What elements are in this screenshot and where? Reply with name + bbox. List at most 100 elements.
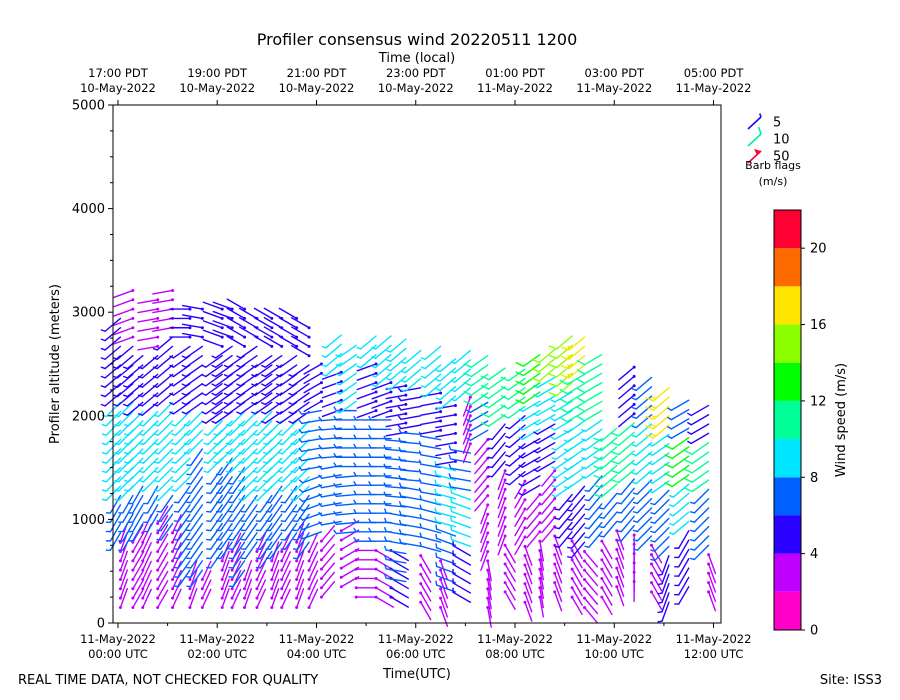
wind-barb xyxy=(137,316,160,323)
barb-half-flag xyxy=(171,461,177,464)
barb-half-flag xyxy=(137,413,144,416)
barb-base-dot xyxy=(295,577,299,581)
wind-barb xyxy=(243,569,253,591)
wind-barb xyxy=(593,436,618,452)
barb-staff xyxy=(371,409,392,419)
barb-staff xyxy=(291,317,310,329)
wind-barb xyxy=(419,600,432,621)
wind-barb xyxy=(526,511,542,530)
barb-staff xyxy=(301,419,323,425)
wind-barb xyxy=(420,400,443,407)
wind-barb xyxy=(186,513,204,532)
barb-staff xyxy=(205,401,223,415)
barb-half-flag xyxy=(153,498,160,502)
wind-barb xyxy=(533,414,556,426)
barb-base-dot xyxy=(419,572,423,576)
barb-staff xyxy=(514,517,526,537)
wind-barb xyxy=(615,566,625,588)
barb-base-dot xyxy=(280,344,284,348)
wind-barb xyxy=(550,419,573,431)
barb-base-dot xyxy=(538,595,542,599)
wind-barb xyxy=(650,590,663,610)
barb-staff xyxy=(119,578,128,599)
wind-barb xyxy=(253,420,273,436)
barb-staff xyxy=(152,299,174,304)
wind-barb xyxy=(383,500,407,508)
barb-staff xyxy=(672,492,690,508)
barb-half-flag xyxy=(183,424,189,427)
barb-base-dot xyxy=(131,316,135,320)
wind-barb xyxy=(599,520,618,538)
barb-staff xyxy=(339,381,357,395)
barb-staff xyxy=(635,395,653,410)
wind-barb xyxy=(153,410,174,427)
barb-staff xyxy=(320,562,336,580)
barb-staff xyxy=(320,511,343,517)
wind-barb xyxy=(434,479,457,491)
barb-half-flag xyxy=(211,383,217,387)
wind-barb xyxy=(420,410,443,416)
barb-staff xyxy=(584,419,603,433)
barb-half-flag xyxy=(631,397,637,401)
barb-staff xyxy=(654,526,670,543)
barb-half-flag xyxy=(298,466,303,471)
barb-half-flag xyxy=(657,611,663,614)
barb-staff xyxy=(707,591,717,612)
wind-barb xyxy=(124,457,144,474)
barb-base-dot xyxy=(171,577,175,581)
barb-half-flag xyxy=(383,444,387,450)
barb-full-flag xyxy=(610,451,620,456)
barb-staff xyxy=(335,475,357,479)
barb-half-flag xyxy=(689,548,696,551)
barb-staff xyxy=(661,554,670,576)
barb-staff xyxy=(116,364,134,379)
barb-staff xyxy=(242,448,258,464)
barb-half-flag xyxy=(448,454,452,460)
barb-half-flag xyxy=(616,511,622,514)
wind-barb xyxy=(435,450,457,457)
colorbar-bin xyxy=(774,210,801,249)
wind-barb xyxy=(333,425,357,430)
barb-staff xyxy=(538,367,556,382)
barb-base-dot xyxy=(486,484,490,488)
wind-barb xyxy=(292,541,310,560)
barb-base-dot xyxy=(200,307,204,311)
barb-base-dot xyxy=(243,326,247,330)
barb-staff xyxy=(210,532,223,550)
barb-half-flag xyxy=(554,517,560,520)
barb-half-flag xyxy=(687,431,692,435)
barb-half-flag xyxy=(223,392,229,396)
wind-barb xyxy=(202,338,224,348)
barb-half-flag xyxy=(667,407,673,411)
barb-staff xyxy=(119,559,128,581)
barb-half-flag xyxy=(171,424,177,427)
barb-half-flag xyxy=(183,452,189,455)
barb-staff xyxy=(538,358,556,373)
barb-staff xyxy=(487,588,492,610)
wind-barb xyxy=(420,364,442,379)
barb-staff xyxy=(508,461,526,476)
wind-barb xyxy=(212,310,234,320)
barb-base-dot xyxy=(354,567,358,571)
barb-staff xyxy=(263,335,283,348)
barb-base-dot xyxy=(307,605,311,609)
barb-staff xyxy=(242,485,258,502)
barb-full-flag xyxy=(560,346,570,351)
wind-barb xyxy=(238,429,258,446)
barb-half-flag xyxy=(384,564,387,570)
barb-base-dot xyxy=(503,562,507,566)
wind-barb xyxy=(500,377,526,391)
barb-base-dot xyxy=(243,605,247,609)
barb-half-flag xyxy=(153,480,160,483)
barb-staff xyxy=(539,577,545,599)
wind-barb xyxy=(181,382,204,396)
barb-staff xyxy=(371,391,392,400)
barb-staff xyxy=(450,538,472,548)
wind-barb xyxy=(610,431,635,446)
barb-half-flag xyxy=(450,370,456,374)
chart-title: Profiler consensus wind 20220511 1200 xyxy=(257,30,578,49)
wind-barb xyxy=(674,558,690,577)
barb-full-flag xyxy=(593,456,603,461)
barb-base-dot xyxy=(374,390,378,394)
